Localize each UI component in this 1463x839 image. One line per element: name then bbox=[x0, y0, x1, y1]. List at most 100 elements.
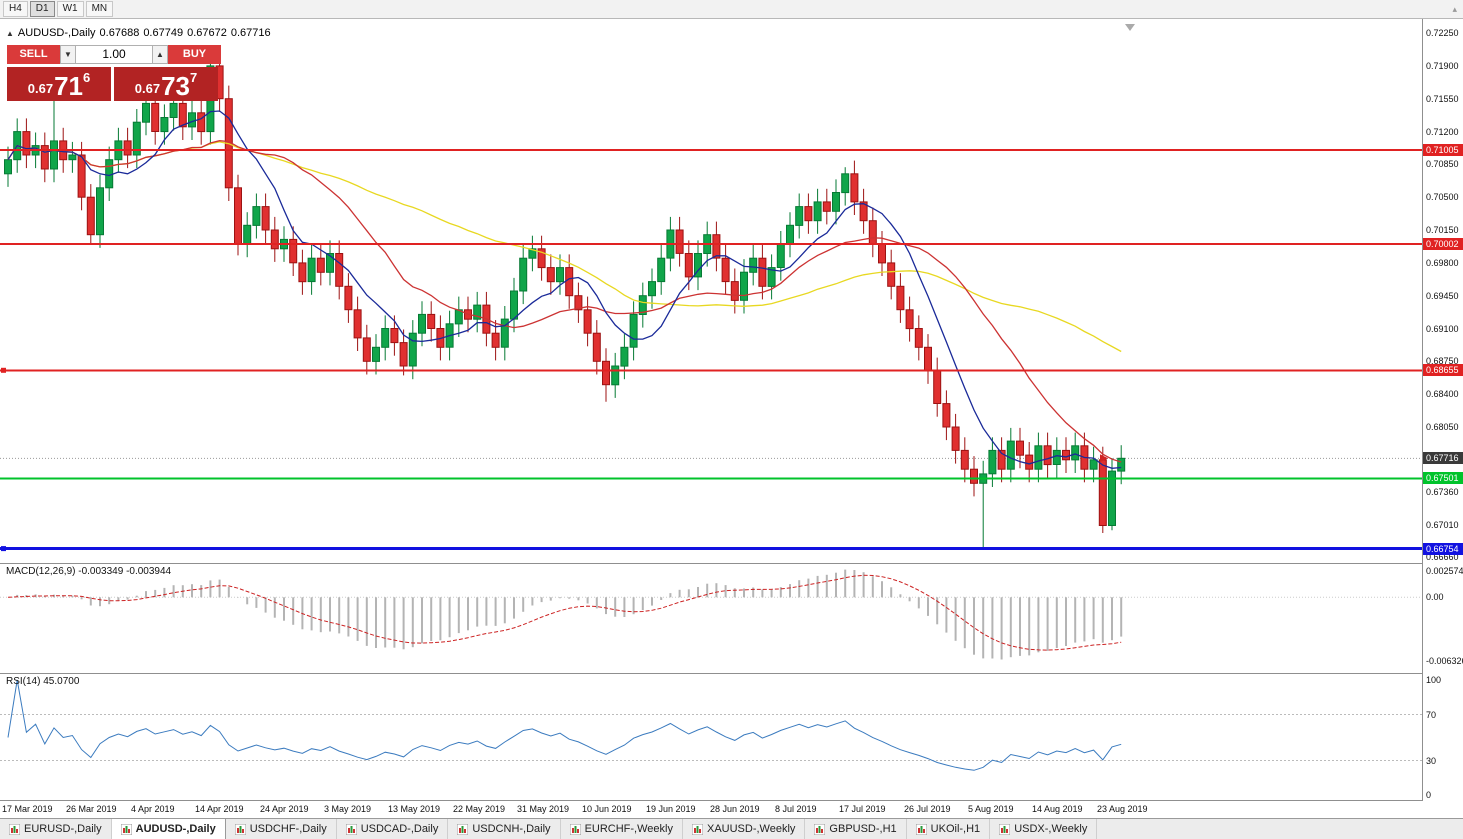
candle-body bbox=[924, 346, 932, 372]
candle-body bbox=[22, 131, 31, 156]
candle-body bbox=[408, 332, 417, 367]
sell-price-sup: 6 bbox=[83, 70, 91, 85]
candle-body bbox=[298, 262, 307, 283]
level-line-handle[interactable] bbox=[1, 546, 6, 552]
macd-chart bbox=[0, 569, 1422, 660]
chart-tab[interactable]: XAUUSD-,Weekly bbox=[682, 819, 806, 839]
candle-body bbox=[105, 159, 114, 189]
chart-icon bbox=[915, 823, 927, 835]
candle-body bbox=[270, 229, 279, 250]
chart-tab-label: USDCNH-,Daily bbox=[472, 823, 551, 835]
sell-price-prefix: 0.67 bbox=[27, 81, 54, 96]
volume-decrease-button[interactable]: ▼ bbox=[60, 45, 76, 64]
chart-tab-bar: EURUSD-,Daily AUDUSD-,Daily USDCHF-,Daily U… bbox=[0, 818, 1463, 839]
candle-body bbox=[473, 304, 482, 320]
candle-body bbox=[362, 337, 371, 362]
price-axis-label: 0.68400 bbox=[1426, 389, 1459, 399]
level-line-handle[interactable] bbox=[1, 367, 6, 373]
rsi-axis-label: 70 bbox=[1426, 710, 1437, 720]
candle-body bbox=[675, 229, 684, 254]
candle-body bbox=[997, 449, 1006, 470]
level-price-label: 0.70002 bbox=[1423, 238, 1463, 250]
candle-body bbox=[795, 206, 804, 226]
sell-button[interactable]: SELL bbox=[7, 45, 60, 64]
macd-title: MACD(12,26,9) bbox=[6, 566, 76, 577]
candle-body bbox=[142, 102, 150, 123]
timeframe-button-d1[interactable]: D1 bbox=[29, 1, 55, 17]
candle-body bbox=[887, 262, 896, 287]
candle-body bbox=[160, 117, 169, 133]
panel-splitter[interactable] bbox=[0, 673, 1463, 674]
chart-tab[interactable]: USDCNH-,Daily bbox=[448, 819, 561, 839]
candle-body bbox=[169, 102, 178, 119]
chart-tab[interactable]: EURCHF-,Weekly bbox=[560, 819, 683, 839]
price-axis-label: 0.69450 bbox=[1426, 291, 1459, 301]
chart-tab[interactable]: UKOil-,H1 bbox=[906, 819, 991, 839]
macd-panel[interactable]: MACD(12,26,9) -0.003349 -0.003944 bbox=[0, 564, 1422, 673]
price-axis-label: 0.71550 bbox=[1426, 94, 1459, 104]
price-arrow-icon bbox=[1100, 454, 1108, 463]
rsi-chart bbox=[0, 679, 1422, 771]
symbol-name: AUDUSD-,Daily bbox=[17, 27, 96, 39]
price-axis-label: 0.67360 bbox=[1426, 487, 1459, 497]
date-axis-label: 26 Mar 2019 bbox=[66, 804, 117, 814]
panel-splitter[interactable] bbox=[0, 563, 1463, 564]
price-axis-label: 0.68750 bbox=[1426, 356, 1459, 366]
timeframe-button-h4[interactable]: H4 bbox=[3, 1, 28, 17]
buy-button[interactable]: BUY bbox=[168, 45, 221, 64]
candle-body bbox=[335, 253, 344, 287]
candle-body bbox=[50, 140, 58, 170]
price-axis-label: 0.67010 bbox=[1426, 520, 1459, 530]
price-axis[interactable]: 0.72250 0.71900 0.71550 0.71200 0.70850 0.705… bbox=[1422, 19, 1463, 801]
main-chart-panel[interactable]: ▲ AUDUSD-,Daily 0.67688 0.67749 0.67672 0.677… bbox=[0, 19, 1422, 563]
candle-body bbox=[740, 271, 748, 301]
panel-splitter[interactable] bbox=[0, 800, 1463, 801]
candle-body bbox=[96, 187, 104, 236]
candle-body bbox=[602, 360, 610, 386]
candle-body bbox=[933, 370, 942, 405]
candle-body bbox=[1016, 440, 1024, 456]
chart-tab[interactable]: AUDUSD-,Daily bbox=[111, 819, 226, 839]
candle-body bbox=[712, 234, 721, 259]
sell-price-display[interactable]: 0.67 71 6 bbox=[7, 67, 111, 101]
candle-body bbox=[307, 257, 316, 283]
chart-tab-label: EURCHF-,Weekly bbox=[584, 823, 673, 835]
date-axis-label: 17 Mar 2019 bbox=[2, 804, 53, 814]
chart-tab[interactable]: GBPUSD-,H1 bbox=[805, 819, 907, 839]
chart-tab[interactable]: EURUSD-,Daily bbox=[0, 819, 112, 839]
date-axis-label: 23 Aug 2019 bbox=[1097, 804, 1148, 814]
date-axis-label: 10 Jun 2019 bbox=[582, 804, 632, 814]
buy-price-display[interactable]: 0.67 73 7 bbox=[114, 67, 218, 101]
macd-signal-line bbox=[7, 574, 1122, 651]
candle-body bbox=[896, 285, 905, 311]
rsi-panel[interactable]: RSI(14) 45.0700 bbox=[0, 674, 1422, 800]
candle-body bbox=[372, 346, 380, 362]
volume-increase-button[interactable]: ▲ bbox=[152, 45, 168, 64]
timeframe-button-mn[interactable]: MN bbox=[85, 1, 114, 17]
level-price-label: 0.66754 bbox=[1423, 543, 1463, 555]
chart-icon bbox=[569, 823, 581, 835]
date-axis[interactable]: 17 Mar 2019 26 Mar 2019 4 Apr 2019 14 Apr 2… bbox=[0, 801, 1422, 818]
chart-icon bbox=[9, 823, 20, 835]
candle-body bbox=[1071, 445, 1080, 461]
symbol-header: ▲ AUDUSD-,Daily 0.67688 0.67749 0.67672 0.677… bbox=[6, 27, 275, 39]
candle-body bbox=[178, 102, 187, 128]
candle-body bbox=[1006, 440, 1015, 470]
candle-body bbox=[841, 173, 850, 194]
level-price-label: 0.68655 bbox=[1423, 364, 1463, 376]
toolbar-corner-icon[interactable]: ▴ bbox=[1452, 3, 1457, 14]
chart-tab[interactable]: USDCHF-,Daily bbox=[225, 819, 337, 839]
volume-input[interactable]: 1.00 bbox=[76, 45, 152, 64]
level-price-label: 0.71005 bbox=[1423, 144, 1463, 156]
chart-tab-label: AUDUSD-,Daily bbox=[135, 823, 216, 835]
candle-body bbox=[574, 295, 583, 311]
level-price-label: 0.67501 bbox=[1423, 472, 1463, 484]
chart-tab-label: USDCAD-,Daily bbox=[360, 823, 439, 835]
chart-tab[interactable]: USDCAD-,Daily bbox=[336, 819, 449, 839]
chart-tab-label: EURUSD-,Daily bbox=[24, 823, 102, 835]
chart-tab[interactable]: USDX-,Weekly bbox=[990, 819, 1098, 839]
candle-body bbox=[1117, 457, 1126, 472]
candlestick-chart bbox=[0, 24, 1422, 552]
timeframe-button-w1[interactable]: W1 bbox=[56, 1, 84, 17]
candle-body bbox=[77, 154, 86, 198]
